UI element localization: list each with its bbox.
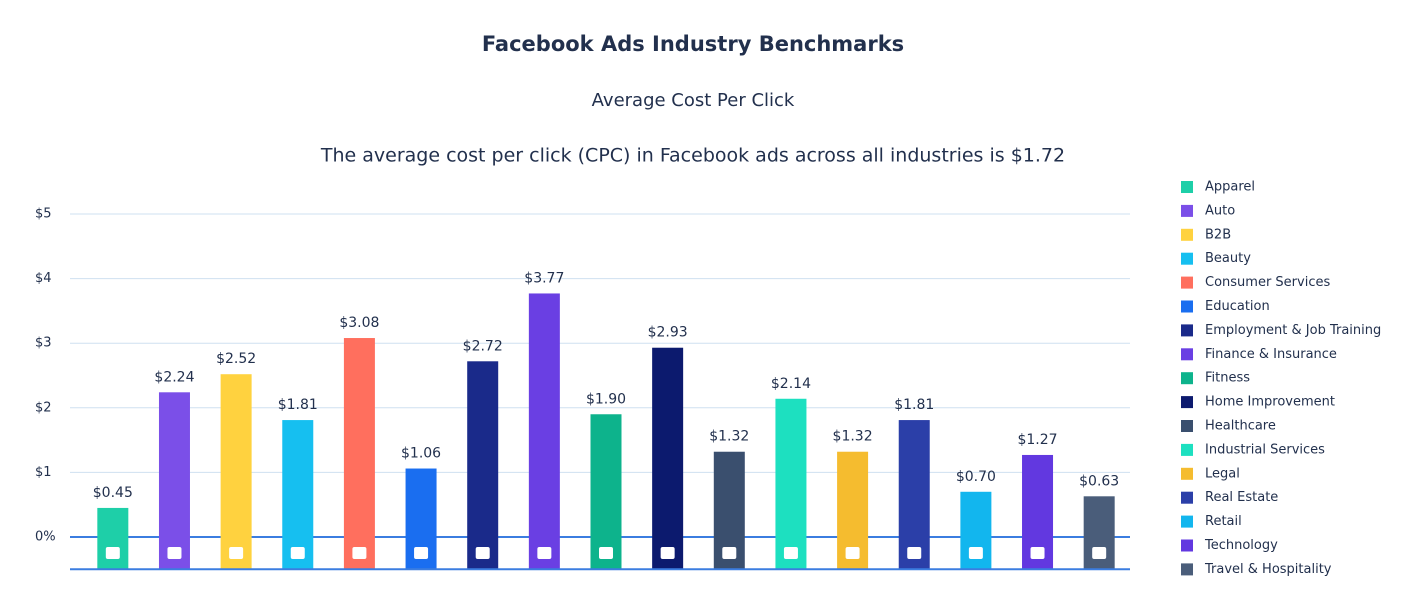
legend-label: Technology	[1204, 538, 1278, 553]
legend-label: Finance & Insurance	[1205, 347, 1337, 362]
legend-label: Healthcare	[1205, 419, 1276, 434]
legend-label: Beauty	[1205, 251, 1251, 266]
category-icon	[290, 547, 305, 559]
legend-label: Auto	[1205, 203, 1235, 218]
legend-swatch	[1181, 420, 1193, 432]
value-label: $3.08	[339, 315, 379, 331]
legend-swatch	[1181, 324, 1193, 337]
value-label: $1.06	[401, 446, 441, 462]
value-label: $1.81	[894, 397, 934, 413]
value-label: $1.90	[586, 391, 626, 407]
legend-label: Retail	[1205, 514, 1242, 529]
category-icon	[907, 547, 922, 559]
category-icon	[783, 547, 798, 559]
bar	[528, 293, 560, 570]
y-tick-label: $1	[35, 465, 52, 480]
annotation: The average cost per click (CPC) in Face…	[320, 145, 1065, 167]
category-icon	[475, 547, 490, 559]
bar	[775, 398, 807, 570]
bar	[220, 374, 252, 570]
value-label: $0.70	[956, 469, 996, 485]
value-label: $0.63	[1079, 473, 1119, 489]
legend-swatch	[1181, 228, 1193, 241]
bar	[158, 392, 190, 570]
legend-swatch	[1181, 539, 1193, 552]
value-label: $1.32	[709, 429, 749, 445]
bar	[282, 420, 314, 570]
legend-swatch	[1181, 563, 1193, 576]
value-label: $2.72	[463, 338, 503, 354]
category-icon	[660, 547, 675, 559]
legend-swatch	[1181, 396, 1193, 409]
legend-swatch	[1181, 252, 1193, 265]
legend-label: Consumer Services	[1205, 275, 1330, 290]
category-icon	[1092, 547, 1107, 559]
value-label: $2.24	[154, 369, 194, 385]
chart-title: Facebook Ads Industry Benchmarks	[482, 32, 904, 56]
y-tick-label: $2	[35, 400, 52, 415]
legend-label: Real Estate	[1205, 490, 1278, 505]
category-icon	[1030, 547, 1045, 559]
bar	[467, 361, 499, 570]
legend-swatch	[1181, 467, 1193, 480]
value-label: $1.27	[1017, 432, 1057, 448]
legend-label: Industrial Services	[1205, 442, 1325, 457]
value-label: $1.32	[833, 429, 873, 445]
value-label: $2.93	[648, 325, 688, 341]
value-label: $0.45	[93, 485, 133, 501]
legend-swatch	[1181, 300, 1193, 313]
legend-label: B2B	[1205, 227, 1231, 242]
legend-label: Legal	[1205, 466, 1240, 481]
category-icon	[599, 547, 613, 559]
legend-swatch	[1181, 372, 1193, 385]
chart-subtitle: Average Cost Per Click	[592, 90, 795, 111]
bar	[652, 347, 684, 570]
category-icon	[722, 547, 737, 559]
category-icon	[229, 547, 244, 559]
category-icon	[105, 547, 120, 559]
legend-swatch	[1181, 204, 1193, 217]
category-icon	[352, 547, 367, 559]
bar	[898, 420, 930, 570]
legend-swatch	[1181, 276, 1193, 289]
value-label: $2.14	[771, 376, 811, 392]
category-icon	[968, 547, 983, 559]
y-tick-label: $3	[35, 336, 52, 351]
legend-label: Fitness	[1205, 371, 1250, 386]
y-tick-label: $5	[35, 207, 52, 222]
legend-label: Travel & Hospitality	[1204, 562, 1332, 577]
legend-label: Apparel	[1205, 180, 1255, 195]
y-tick-label: $4	[35, 271, 52, 286]
legend-label: Education	[1205, 299, 1270, 314]
legend-swatch	[1181, 443, 1193, 456]
value-label: $2.52	[216, 351, 256, 367]
category-icon	[537, 547, 552, 559]
legend-swatch	[1181, 515, 1193, 528]
legend-swatch	[1181, 491, 1193, 504]
category-icon	[414, 547, 429, 559]
bar	[343, 338, 375, 570]
legend-swatch	[1181, 181, 1193, 193]
bar	[97, 507, 129, 570]
legend-label: Employment & Job Training	[1205, 323, 1381, 338]
legend-label: Home Improvement	[1205, 395, 1335, 410]
value-label: $1.81	[278, 397, 318, 413]
y-tick-label: 0%	[35, 530, 56, 545]
category-icon	[845, 547, 860, 559]
category-icon	[167, 547, 182, 559]
value-label: $3.77	[524, 270, 564, 286]
legend-swatch	[1181, 348, 1193, 361]
bar	[590, 414, 622, 570]
